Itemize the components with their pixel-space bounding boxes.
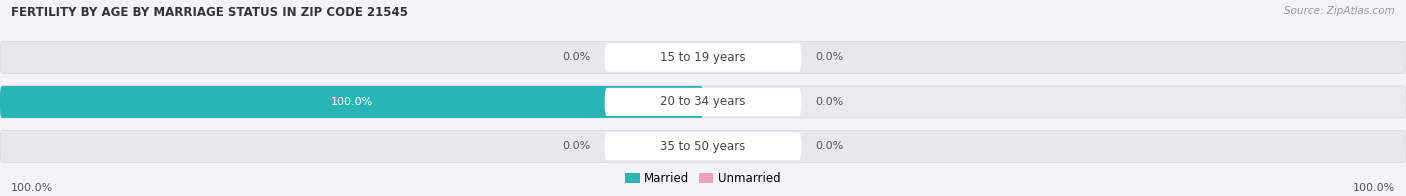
FancyBboxPatch shape (654, 133, 693, 159)
FancyBboxPatch shape (605, 88, 801, 116)
Text: 0.0%: 0.0% (562, 53, 591, 63)
FancyBboxPatch shape (0, 130, 1406, 162)
Text: 0.0%: 0.0% (815, 97, 844, 107)
Text: 35 to 50 years: 35 to 50 years (661, 140, 745, 153)
FancyBboxPatch shape (605, 44, 801, 72)
Text: 100.0%: 100.0% (330, 97, 373, 107)
Text: FERTILITY BY AGE BY MARRIAGE STATUS IN ZIP CODE 21545: FERTILITY BY AGE BY MARRIAGE STATUS IN Z… (11, 6, 408, 19)
Text: 0.0%: 0.0% (815, 53, 844, 63)
FancyBboxPatch shape (713, 133, 752, 159)
FancyBboxPatch shape (605, 132, 801, 160)
Text: 15 to 19 years: 15 to 19 years (661, 51, 745, 64)
Text: 0.0%: 0.0% (562, 141, 591, 151)
FancyBboxPatch shape (0, 42, 1406, 74)
FancyBboxPatch shape (713, 89, 752, 115)
Text: 100.0%: 100.0% (1353, 183, 1395, 193)
FancyBboxPatch shape (713, 45, 752, 70)
Text: 100.0%: 100.0% (11, 183, 53, 193)
Text: 20 to 34 years: 20 to 34 years (661, 95, 745, 108)
Text: Source: ZipAtlas.com: Source: ZipAtlas.com (1284, 6, 1395, 16)
FancyBboxPatch shape (0, 86, 703, 118)
Text: 0.0%: 0.0% (815, 141, 844, 151)
Legend: Married, Unmarried: Married, Unmarried (620, 168, 786, 190)
FancyBboxPatch shape (654, 89, 693, 115)
FancyBboxPatch shape (0, 86, 1406, 118)
FancyBboxPatch shape (654, 45, 693, 70)
